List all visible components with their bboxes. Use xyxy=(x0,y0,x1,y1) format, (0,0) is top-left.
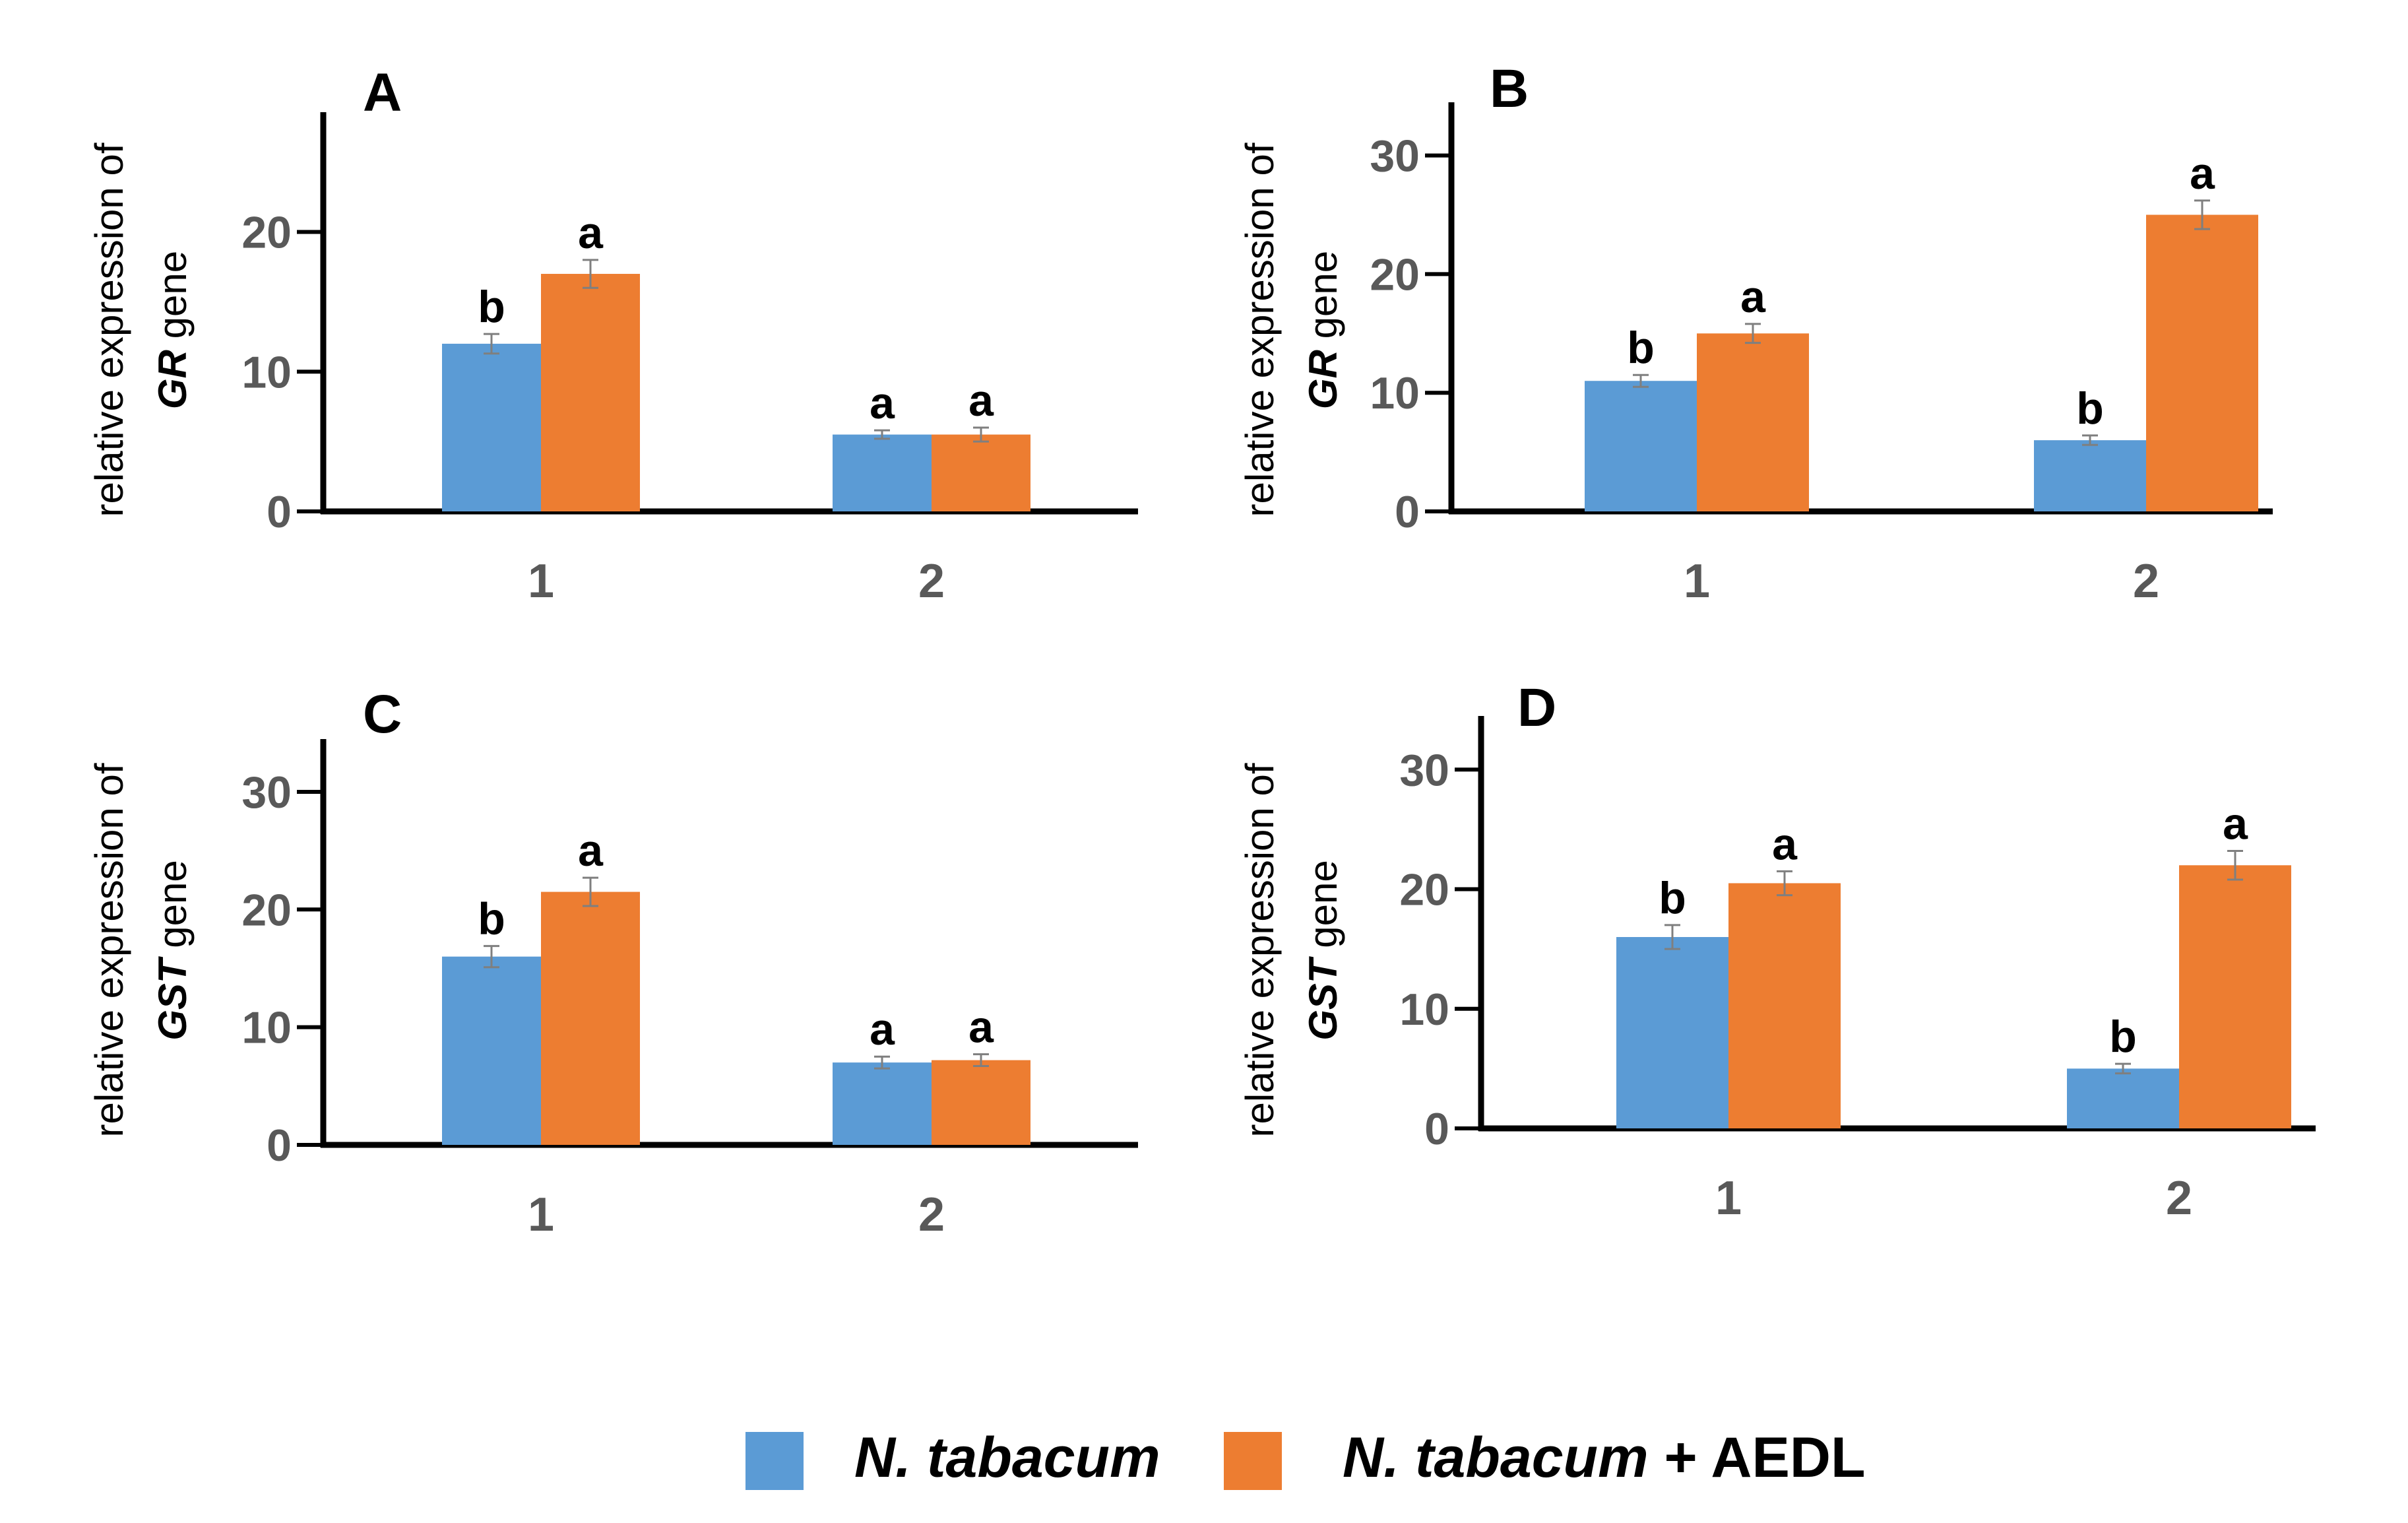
y-axis-title: relative expression of GST gene xyxy=(87,763,195,1137)
legend-swatch-2 xyxy=(1224,1432,1282,1490)
panel-letter: A xyxy=(363,63,402,123)
y-tick-label: 10 xyxy=(1399,985,1449,1035)
significance-label: b xyxy=(2076,383,2104,434)
significance-label: a xyxy=(968,375,994,426)
bar-series1-cat1 xyxy=(1616,937,1728,1128)
x-category-label: 1 xyxy=(528,555,554,608)
y-axis-title-gene: GST xyxy=(1301,956,1345,1041)
y-tick-label: 20 xyxy=(241,208,292,258)
panel-letter: B xyxy=(1490,59,1529,119)
y-tick-label: 20 xyxy=(241,885,292,935)
y-axis-title-suffix: gene xyxy=(150,860,195,959)
significance-label: a xyxy=(870,1004,895,1054)
legend: N. tabacum N. tabacum + AEDL xyxy=(745,1426,1866,1490)
y-tick-label: 20 xyxy=(1399,865,1449,915)
y-tick-label: 0 xyxy=(267,1120,292,1171)
bar-series2-cat2 xyxy=(2146,214,2258,511)
y-axis-title: relative expression of GR gene xyxy=(1238,143,1345,517)
y-tick-label: 30 xyxy=(241,767,292,818)
y-tick-label: 0 xyxy=(1424,1104,1449,1154)
significance-label: a xyxy=(968,1002,994,1053)
bar-series1-cat2 xyxy=(2067,1068,2179,1128)
significance-label: a xyxy=(1740,272,1766,322)
y-tick-label: 0 xyxy=(267,487,292,537)
bar-series2-cat1 xyxy=(541,274,640,511)
legend-swatch-1 xyxy=(745,1432,804,1490)
y-axis-title-line1: relative expression of xyxy=(1238,143,1282,517)
panel-letter: C xyxy=(363,684,402,744)
x-category-label: 2 xyxy=(2133,555,2159,608)
significance-label: b xyxy=(2109,1012,2137,1062)
y-axis-title-line1: relative expression of xyxy=(87,763,131,1137)
significance-label: a xyxy=(2190,148,2215,199)
significance-label: b xyxy=(478,282,505,332)
bar-series1-cat1 xyxy=(442,956,541,1145)
legend-label-1: N. tabacum xyxy=(854,1426,1160,1489)
bar-series1-cat1 xyxy=(442,343,541,511)
bar-series1-cat2 xyxy=(833,434,932,511)
y-tick-label: 10 xyxy=(241,1003,292,1053)
bar-series1-cat1 xyxy=(1585,381,1697,511)
x-category-label: 1 xyxy=(1684,555,1710,608)
significance-label: b xyxy=(1659,873,1686,923)
panel-letter: D xyxy=(1517,678,1556,738)
bar-series2-cat1 xyxy=(1728,883,1841,1128)
x-category-label: 2 xyxy=(918,555,945,608)
bar-series2-cat2 xyxy=(2179,865,2291,1128)
legend-label-plain: + AEDL xyxy=(1649,1426,1866,1489)
bar-series2-cat1 xyxy=(1697,333,1809,511)
x-category-label: 1 xyxy=(528,1188,554,1241)
legend-label-italic: N. tabacum xyxy=(854,1426,1160,1489)
y-axis-title-suffix: gene xyxy=(150,251,195,350)
bar-series2-cat1 xyxy=(541,891,640,1145)
x-category-label: 2 xyxy=(918,1188,945,1241)
y-tick-label: 30 xyxy=(1399,745,1449,795)
y-axis-title-gene: GR xyxy=(1301,350,1345,409)
significance-label: a xyxy=(2223,799,2248,849)
y-axis-title: relative expression of GST gene xyxy=(1238,763,1345,1137)
x-category-label: 2 xyxy=(2166,1172,2192,1225)
y-tick-label: 0 xyxy=(1395,487,1420,537)
significance-label: a xyxy=(578,208,604,258)
y-tick-label: 10 xyxy=(1370,368,1420,418)
y-axis-title-line1: relative expression of xyxy=(87,143,131,517)
significance-label: a xyxy=(578,826,604,876)
legend-label-2: N. tabacum + AEDL xyxy=(1343,1426,1866,1489)
y-axis-title-suffix: gene xyxy=(1301,860,1345,959)
significance-label: b xyxy=(1627,323,1655,373)
y-axis-title-suffix: gene xyxy=(1301,251,1345,350)
y-axis-title-gene: GR xyxy=(150,350,195,409)
x-category-label: 1 xyxy=(1715,1172,1742,1225)
bar-series2-cat2 xyxy=(932,434,1030,511)
significance-label: a xyxy=(870,378,895,428)
y-axis-title-gene: GST xyxy=(150,956,195,1041)
bar-series2-cat2 xyxy=(932,1060,1030,1145)
y-axis-title-line1: relative expression of xyxy=(1238,763,1282,1137)
significance-label: a xyxy=(1772,819,1798,869)
legend-label-italic: N. tabacum xyxy=(1343,1426,1649,1489)
y-tick-label: 10 xyxy=(241,347,292,397)
bar-series1-cat2 xyxy=(833,1062,932,1145)
bar-series1-cat2 xyxy=(2034,440,2146,511)
y-tick-label: 30 xyxy=(1370,131,1420,181)
y-tick-label: 20 xyxy=(1370,249,1420,300)
y-axis-title: relative expression of GR gene xyxy=(87,143,195,517)
significance-label: b xyxy=(478,894,505,944)
